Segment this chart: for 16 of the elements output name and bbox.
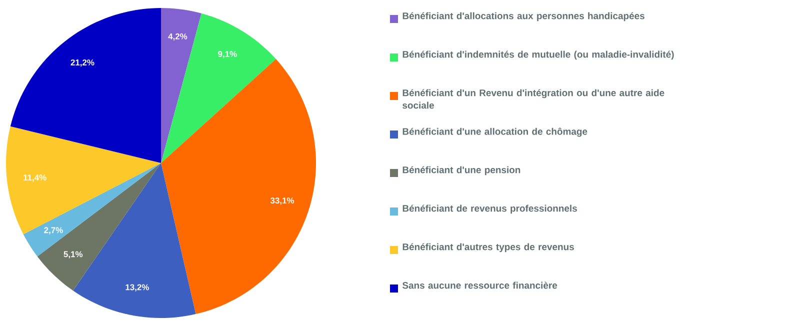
legend-label: Bénéficiant d'une pension: [402, 166, 520, 176]
legend-label: Bénéficiant de revenus professionnels: [402, 204, 577, 214]
legend-label: Bénéficiant d'allocations aux personnes handicapées: [402, 12, 644, 22]
data-label: 21,2%: [70, 59, 94, 67]
legend-label: Bénéficiant d'une allocation de chômage: [402, 128, 588, 137]
data-label: 2,7%: [44, 227, 63, 234]
data-label: 5,1%: [64, 251, 83, 258]
data-label: 13,2%: [126, 284, 149, 292]
data-label: 33,1%: [270, 198, 294, 205]
legend-label: Bénéficiant d'indemnités de mutuelle (ou maladie-invalidité): [402, 50, 674, 60]
legend-label: Bénéficiant d'un Revenu d'intégration ou d'une autre aide sociale: [402, 89, 664, 109]
data-label: 9,1%: [218, 51, 237, 58]
data-label: 4,2%: [168, 33, 188, 41]
legend-label: Sans aucune ressource financière: [402, 282, 558, 289]
legend-label: Bénéficiant d'autres types de revenus: [402, 243, 574, 252]
data-label: 11,4%: [24, 174, 46, 182]
